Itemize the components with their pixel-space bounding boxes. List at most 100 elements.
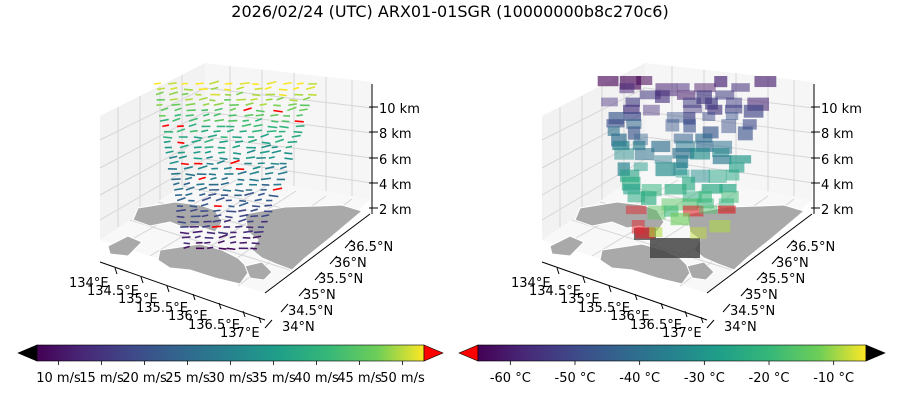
temperature-voxel: [715, 90, 735, 100]
temperature-voxel: [676, 90, 696, 100]
temperature-voxel: [639, 90, 661, 100]
temperature-voxel: [654, 90, 670, 103]
wind-vector: [191, 139, 201, 144]
temperature-voxel: [664, 205, 679, 217]
wind-vector: [228, 114, 237, 117]
y-tick-label: 35.5°N: [318, 272, 363, 287]
wind-vectors: [153, 80, 317, 251]
colorbar-gradient: [477, 344, 867, 362]
wind-vector: [201, 214, 209, 218]
temperature-voxel: [673, 162, 688, 176]
wind-vector: [268, 156, 275, 159]
temperature-voxel: [655, 162, 676, 177]
wind-vector: [203, 118, 211, 122]
y-axis: 36.5°N 36°N 35.5°N 35°N 34.5°N 34°N: [706, 239, 835, 335]
panes: [99, 63, 373, 293]
colorbar-tick-label: 50 m/s: [380, 371, 425, 386]
wind-vector: [255, 117, 263, 122]
colorbar-tick-label: -50 °C: [555, 371, 596, 386]
wind-vector: [223, 166, 233, 170]
temperature-voxel: [633, 162, 648, 172]
temperature-voxel: [729, 155, 752, 164]
axes-lines: [99, 84, 373, 321]
wind-vector: [299, 108, 308, 112]
wind-vector: [252, 129, 263, 133]
temperature-voxel: [719, 184, 737, 193]
wind-vector: [160, 107, 169, 112]
wind-vector: [273, 109, 283, 113]
wind-vector: [288, 103, 297, 106]
wind-vector: [259, 150, 270, 154]
colorbar-tick-label: 20 m/s: [122, 371, 167, 386]
wind-vector: [208, 193, 217, 197]
temperature-voxel: [647, 205, 666, 220]
wind-vector: [188, 117, 198, 122]
wind-vector: [197, 165, 208, 170]
wind-vector: [246, 149, 256, 154]
y-axis: 36.5°N 36°N 35.5°N 35°N 34.5°N 34°N: [264, 239, 393, 335]
wind-vector: [226, 128, 234, 133]
temperature-voxel: [712, 155, 732, 165]
wind-vector: [275, 138, 285, 144]
z-axis: 10 km 8 km 6 km 4 km 2 km: [811, 102, 862, 218]
temperature-voxel: [640, 191, 657, 205]
y-tick-label: 35.5°N: [760, 272, 805, 287]
wind-vector: [193, 150, 201, 154]
wind-vector: [248, 138, 257, 144]
wind-vector: [183, 88, 194, 91]
wind-vector: [270, 162, 279, 165]
wind-vector: [178, 155, 187, 159]
wind-vector: [265, 98, 273, 101]
wind-vector: [236, 91, 244, 96]
wind-vector: [185, 114, 194, 117]
temperature-voxel: [601, 97, 618, 107]
temperature-voxel: [634, 133, 648, 146]
wind-vector: [201, 129, 209, 133]
wind-vector: [235, 140, 244, 144]
wind-vector: [252, 205, 261, 208]
wind-vector: [287, 106, 297, 112]
wind-vector: [236, 86, 245, 91]
wind-vector: [174, 187, 184, 191]
wind-vector: [217, 240, 225, 244]
wind-vector: [283, 81, 292, 85]
wind-vector: [284, 157, 293, 160]
wind-vector: [279, 125, 289, 129]
x-tick-label: 134°E: [511, 276, 551, 291]
wind-vector: [176, 209, 186, 212]
wind-vector: [271, 146, 278, 149]
wind-vector: [209, 80, 220, 85]
wind-vector: [204, 138, 214, 144]
wind-vector: [219, 140, 228, 144]
wind-vector: [308, 93, 317, 96]
wind-vector: [233, 157, 240, 160]
wind-vector: [212, 219, 222, 223]
temperature-voxel: [682, 205, 704, 217]
x-tick-label: 134.5°E: [87, 284, 139, 299]
temperature-voxels: [597, 76, 777, 239]
wind-vector: [201, 196, 212, 202]
wind-vector: [177, 141, 185, 144]
temperature-voxel: [625, 205, 647, 215]
y-tick-label: 34.5°N: [730, 304, 775, 319]
wind-vector: [289, 99, 298, 102]
wind-vector: [173, 182, 180, 186]
y-tick-label: 34°N: [724, 320, 757, 335]
z-tick-label: 8 km: [379, 127, 412, 142]
wind-vector: [253, 230, 264, 234]
wind-vector: [213, 130, 221, 133]
wind-vector: [201, 108, 209, 112]
wind-vector: [169, 98, 178, 101]
wind-vector: [185, 186, 195, 191]
temperature-voxel: [597, 76, 619, 87]
temperature-voxel: [673, 133, 694, 144]
wind-vector: [183, 245, 190, 250]
wind-vector: [156, 87, 165, 91]
temperature-voxel: [623, 104, 640, 114]
temperature-voxel: [721, 191, 739, 203]
wind-vector: [252, 93, 261, 97]
wind-vector: [278, 88, 288, 91]
wind-vector: [224, 82, 233, 85]
wind-vector: [177, 151, 185, 154]
wind-vector: [281, 120, 290, 123]
